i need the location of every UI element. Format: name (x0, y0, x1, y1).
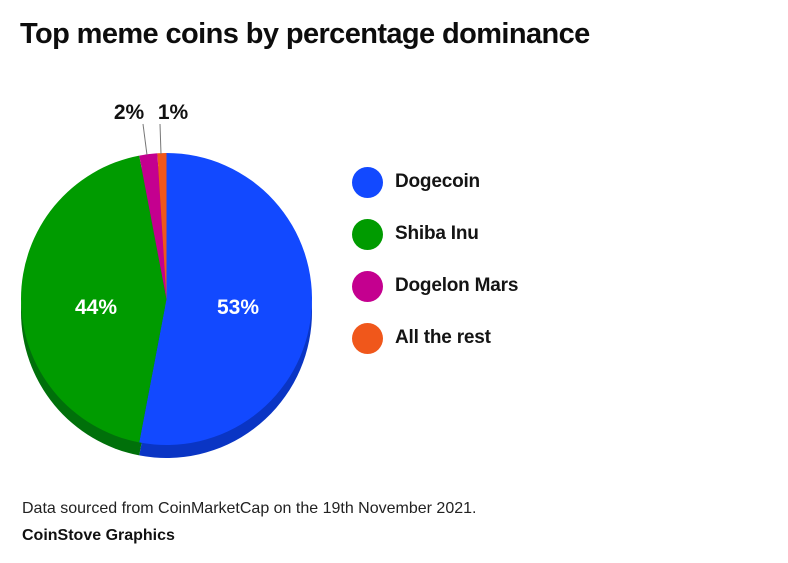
pie-slice-dogecoin (139, 153, 312, 445)
legend-label: Shiba Inu (395, 223, 479, 244)
leader-line (159, 123, 162, 155)
legend-item-dogecoin: Dogecoin (352, 156, 518, 208)
legend-label: Dogecoin (395, 171, 480, 192)
pie-slice-dogelon-mars (139, 153, 167, 299)
legend-item-dogelon-mars: Dogelon Mars (352, 260, 518, 312)
legend-swatch-dogecoin (352, 166, 383, 198)
legend-label: Dogelon Mars (395, 275, 519, 296)
slice-percentage-label: 2% (114, 101, 145, 124)
chart-title: Top meme coins by percentage dominance (20, 18, 590, 50)
legend: Dogecoin Shiba Inu Dogelon Mars All the … (352, 156, 518, 364)
pie-slice-shiba-inu (21, 155, 167, 443)
legend-label: All the rest (395, 327, 491, 348)
legend-swatch-dogelon-mars (352, 270, 383, 302)
pie-slice-all-the-rest (157, 153, 167, 299)
legend-swatch-all-the-rest (352, 322, 383, 354)
source-footnote: Data sourced from CoinMarketCap on the 1… (22, 500, 477, 517)
slice-percentage-label: 44% (75, 296, 117, 319)
legend-item-all-the-rest: All the rest (352, 312, 518, 364)
slice-percentage-label: 1% (158, 101, 189, 124)
leader-line (142, 123, 148, 156)
slice-percentage-label: 53% (217, 296, 259, 319)
legend-swatch-shiba-inu (352, 218, 383, 250)
legend-item-shiba-inu: Shiba Inu (352, 208, 518, 260)
credit-line: CoinStove Graphics (22, 527, 175, 544)
